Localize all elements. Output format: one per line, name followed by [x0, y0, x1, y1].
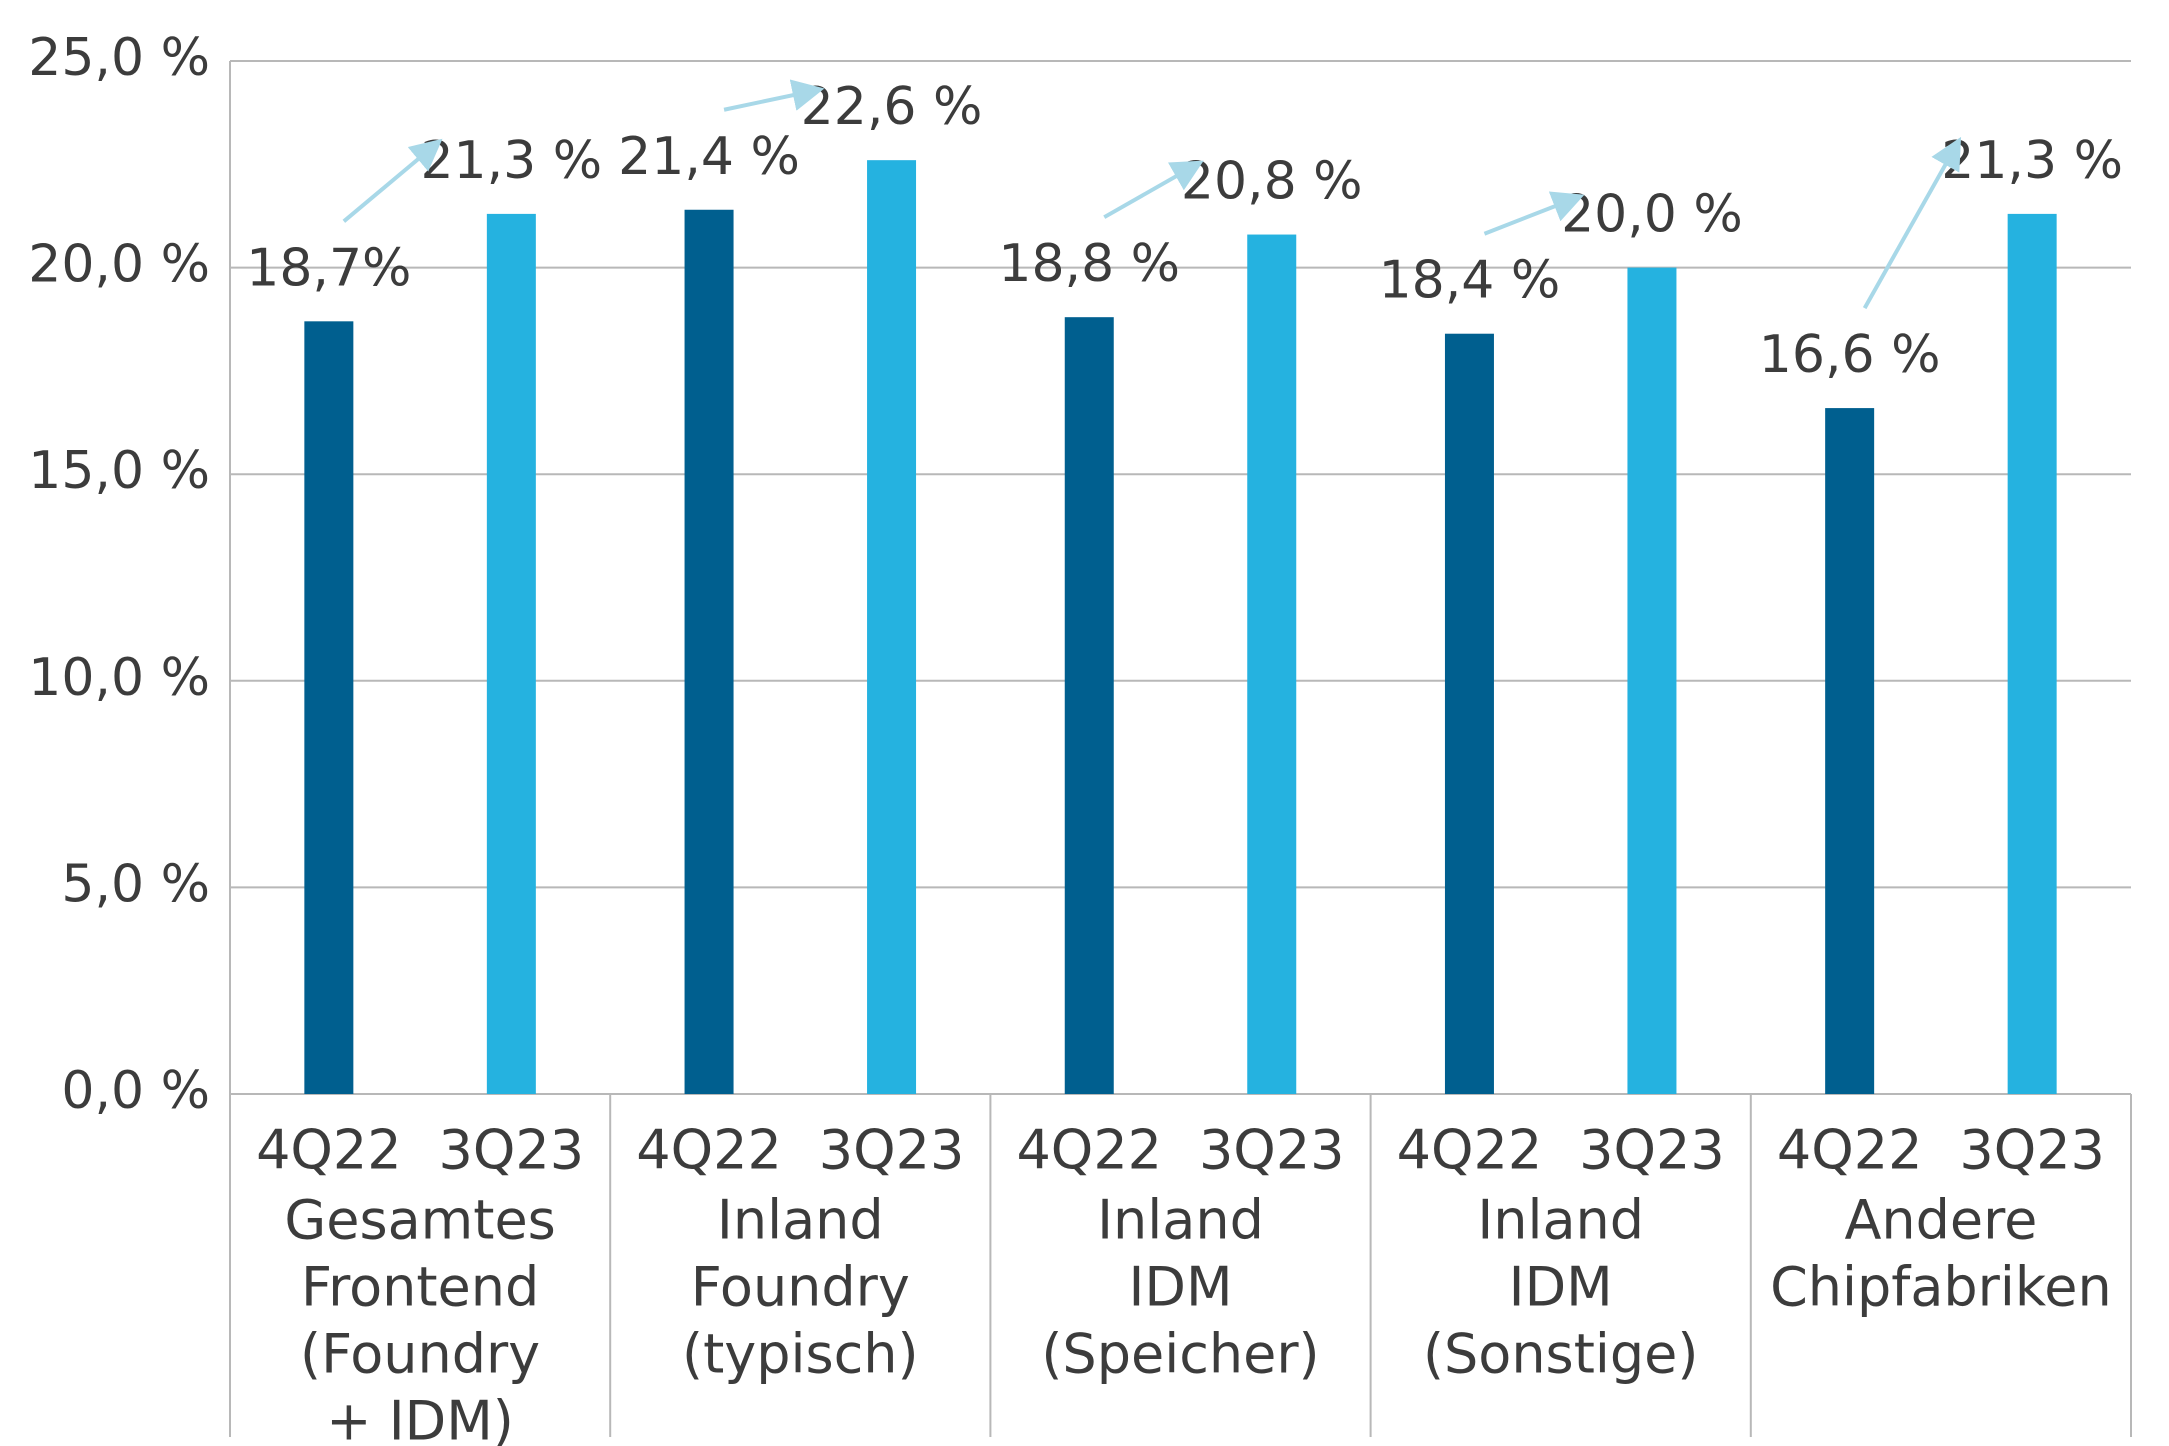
bar	[304, 321, 354, 1094]
category-label: IDM	[1509, 1256, 1613, 1319]
category-label: (Foundry	[300, 1323, 540, 1386]
category-label: Frontend	[301, 1256, 539, 1319]
category-label: Inland	[1097, 1189, 1264, 1252]
value-label: 21,3 %	[1941, 131, 2123, 191]
value-label: 18,7%	[246, 238, 411, 298]
value-label: 18,8 %	[998, 234, 1180, 294]
x-tick-label: 3Q23	[1579, 1119, 1725, 1182]
category-label: Chipfabriken	[1770, 1256, 2112, 1319]
bar	[1444, 333, 1494, 1094]
category-label: (typisch)	[682, 1323, 919, 1386]
category-label: (Sonstige)	[1423, 1323, 1698, 1386]
y-tick-label: 0,0 %	[61, 1061, 210, 1121]
category-label: Foundry	[691, 1256, 910, 1319]
y-tick-label: 20,0 %	[28, 235, 210, 295]
x-tick-label: 3Q23	[819, 1119, 965, 1182]
bar	[2007, 213, 2057, 1094]
bar	[1064, 317, 1114, 1095]
value-label: 16,6 %	[1759, 325, 1941, 385]
x-tick-label: 4Q22	[1397, 1119, 1543, 1182]
x-tick-label: 4Q22	[636, 1119, 782, 1182]
bar	[1825, 408, 1875, 1094]
trend-arrow	[1103, 160, 1204, 219]
bar	[1627, 267, 1677, 1095]
y-tick-label: 15,0 %	[28, 441, 210, 501]
y-tick-label: 25,0 %	[28, 28, 210, 88]
x-tick-label: 3Q23	[1199, 1119, 1345, 1182]
category-label: IDM	[1128, 1256, 1232, 1319]
bar	[486, 213, 536, 1094]
category-label: Andere	[1844, 1189, 2037, 1252]
x-tick-label: 4Q22	[1016, 1119, 1162, 1182]
category-label: Inland	[717, 1189, 884, 1252]
x-tick-label: 4Q22	[256, 1119, 402, 1182]
value-label: 21,4 %	[618, 127, 800, 187]
y-tick-label: 5,0 %	[61, 854, 210, 914]
bar	[1247, 234, 1297, 1094]
bar	[684, 209, 734, 1094]
category-label: Gesamtes	[284, 1189, 555, 1252]
trend-arrow	[1862, 136, 1962, 310]
x-tick-label: 3Q23	[1959, 1119, 2105, 1182]
x-tick-label: 4Q22	[1777, 1119, 1923, 1182]
y-tick-label: 10,0 %	[28, 648, 210, 708]
value-label: 22,6 %	[801, 77, 983, 137]
category-label: + IDM)	[326, 1390, 514, 1446]
x-tick-label: 3Q23	[439, 1119, 585, 1182]
value-label: 21,3 %	[420, 131, 602, 191]
category-label: Inland	[1477, 1189, 1644, 1252]
value-label: 18,4 %	[1379, 251, 1561, 311]
category-label: (Speicher)	[1041, 1323, 1319, 1386]
value-label: 20,8 %	[1181, 152, 1363, 212]
bar	[867, 160, 917, 1095]
trend-arrow	[342, 138, 443, 223]
value-label: 20,0 %	[1561, 185, 1743, 245]
trend-arrow	[723, 79, 825, 112]
trend-arrow	[1483, 191, 1585, 236]
